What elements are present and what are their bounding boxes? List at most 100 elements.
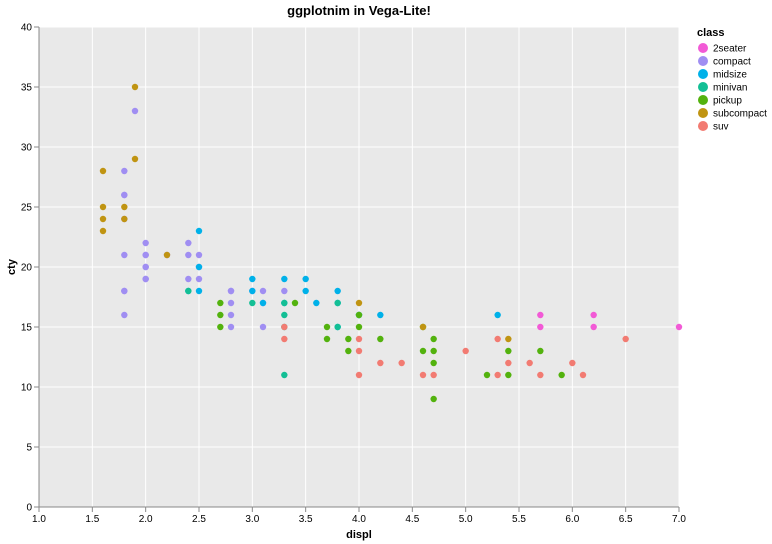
grid-lines [38, 26, 680, 508]
data-point-compact [227, 287, 235, 295]
legend-title: class [697, 27, 725, 39]
data-point-suv [419, 371, 427, 379]
data-point-midsize [195, 227, 203, 235]
data-point-2seater [537, 311, 544, 319]
x-tick-label: 1.0 [32, 514, 46, 525]
data-point-compact [142, 239, 149, 247]
data-point-subcompact [419, 323, 427, 331]
data-point-midsize [302, 287, 309, 295]
legend-label-pickup: pickup [713, 96, 742, 107]
x-axis-title: displ [346, 529, 372, 541]
data-point-minivan [281, 311, 288, 319]
data-point-compact [142, 275, 149, 283]
data-point-pickup [217, 299, 224, 307]
data-point-compact [227, 311, 235, 319]
data-point-subcompact [99, 227, 107, 235]
data-point-pickup [483, 371, 491, 379]
data-point-subcompact [121, 203, 128, 211]
data-point-midsize [249, 275, 256, 283]
x-tick-label: 3.5 [299, 514, 313, 525]
axes: 1.0 1.5 2.0 2.5 3.0 3.5 4.0 4.5 5.0 5.5 6.0 6.5 7.0 0… [21, 23, 687, 526]
y-tick-label: 15 [21, 323, 33, 334]
data-point-compact [142, 263, 149, 271]
data-point-suv [569, 359, 576, 367]
data-point-suv [281, 323, 288, 331]
data-point-pickup [323, 323, 331, 331]
y-tick-label: 20 [21, 263, 33, 274]
data-point-compact [131, 107, 139, 115]
legend-swatch-2seater [698, 43, 708, 53]
data-point-midsize [195, 263, 203, 271]
data-point-compact [185, 251, 192, 259]
y-tick-label: 5 [26, 443, 32, 454]
data-point-compact [121, 287, 128, 295]
data-point-midsize [494, 311, 501, 319]
data-point-pickup [345, 347, 352, 355]
data-point-suv [526, 359, 533, 367]
data-point-subcompact [99, 167, 107, 175]
data-point-pickup [430, 347, 437, 355]
data-point-subcompact [505, 335, 512, 343]
data-point-pickup [217, 311, 224, 319]
data-point-suv [622, 335, 629, 343]
data-point-minivan [281, 299, 288, 307]
data-point-pickup [558, 371, 565, 379]
data-point-compact [281, 287, 288, 295]
data-point-suv [579, 371, 587, 379]
x-tick-label: 1.5 [85, 514, 99, 525]
data-point-midsize [281, 275, 288, 283]
data-point-compact [259, 287, 267, 295]
data-point-midsize [249, 287, 256, 295]
data-point-suv [355, 347, 363, 355]
y-tick-label: 40 [21, 23, 33, 34]
data-points [99, 83, 683, 403]
data-point-midsize [313, 299, 320, 307]
x-tick-label: 2.0 [139, 514, 153, 525]
data-point-pickup [505, 371, 512, 379]
x-tick-label: 5.5 [512, 514, 526, 525]
data-point-midsize [302, 275, 309, 283]
data-point-suv [355, 335, 363, 343]
data-point-2seater [590, 311, 597, 319]
data-point-pickup [430, 395, 437, 403]
data-point-minivan [185, 287, 192, 295]
legend-swatch-pickup [698, 95, 708, 105]
data-point-subcompact [99, 215, 107, 223]
data-point-compact [259, 323, 267, 331]
x-tick-label: 7.0 [672, 514, 686, 525]
data-point-subcompact [355, 299, 363, 307]
legend-label-suv: suv [713, 122, 729, 133]
data-point-compact [227, 299, 235, 307]
data-point-suv [281, 335, 288, 343]
data-point-subcompact [163, 251, 171, 259]
data-point-pickup [323, 335, 331, 343]
data-point-compact [142, 251, 149, 259]
y-axis-title: cty [6, 258, 18, 275]
y-tick-label: 10 [21, 383, 33, 394]
data-point-suv [377, 359, 384, 367]
data-point-midsize [377, 311, 384, 319]
legend: class 2seater compact midsize minivan pickup… [697, 27, 767, 133]
data-point-pickup [345, 335, 352, 343]
data-point-minivan [334, 299, 341, 307]
data-point-subcompact [121, 215, 128, 223]
data-point-2seater [675, 323, 683, 331]
data-point-pickup [217, 323, 224, 331]
x-tick-label: 6.5 [619, 514, 633, 525]
legend-swatch-compact [698, 56, 708, 66]
legend-swatch-subcompact [698, 108, 708, 118]
data-point-pickup [537, 347, 544, 355]
data-point-suv [494, 335, 501, 343]
x-tick-label: 4.0 [352, 514, 366, 525]
data-point-pickup [355, 323, 363, 331]
data-point-suv [430, 371, 437, 379]
data-point-suv [355, 371, 363, 379]
y-tick-label: 30 [21, 143, 33, 154]
data-point-compact [185, 275, 192, 283]
data-point-compact [121, 251, 128, 259]
data-point-suv [494, 371, 501, 379]
y-tick-label: 35 [21, 83, 33, 94]
data-point-2seater [537, 323, 544, 331]
x-tick-label: 5.0 [459, 514, 473, 525]
data-point-pickup [430, 335, 437, 343]
